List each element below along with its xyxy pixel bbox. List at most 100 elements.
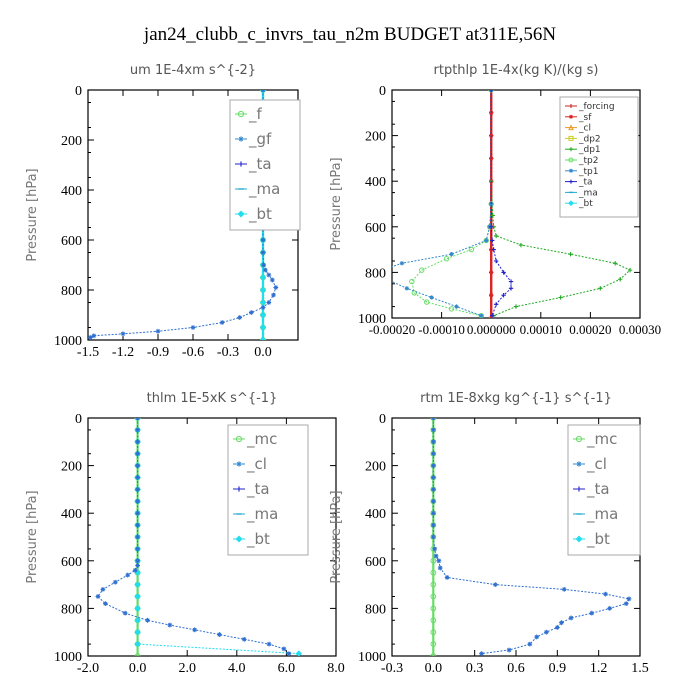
data-point	[261, 262, 266, 268]
legend-box	[559, 96, 639, 218]
plot-frame	[391, 89, 641, 319]
data-point	[259, 324, 267, 331]
x-tick-label: -0.00020	[369, 322, 416, 337]
data-point	[399, 261, 405, 266]
data-point	[449, 251, 454, 257]
x-tick-label: 0.3	[466, 661, 484, 676]
x-tick-label: 1.5	[631, 661, 649, 676]
chart-panel-1: um 1E-4xm s^{-2} Pressure [hPa] 0 200 400 600…	[25, 63, 301, 360]
figure-title: jan24_clubb_c_invrs_tau_n2m BUDGET at311…	[143, 24, 556, 45]
legend-marker	[235, 435, 243, 443]
data-point	[607, 606, 613, 611]
data-point	[430, 617, 437, 624]
x-tick-label: -0.3	[381, 661, 403, 676]
data-point	[468, 246, 475, 253]
data-point	[430, 653, 437, 656]
legend-marker	[238, 161, 244, 167]
data-point	[443, 256, 450, 262]
data-point	[135, 427, 140, 433]
data-point	[134, 640, 141, 648]
legend-entry: _gf	[248, 130, 272, 149]
legend-entry: _ta	[248, 155, 272, 174]
legend-entry: _bt	[586, 530, 610, 549]
y-tick-label: 400	[61, 507, 82, 522]
data-point	[589, 610, 595, 616]
legend-marker	[576, 461, 582, 467]
data-point	[534, 634, 540, 640]
data-point	[454, 304, 459, 309]
data-point	[259, 274, 267, 281]
data-point	[626, 596, 632, 602]
legend-marker	[568, 157, 574, 163]
legend-marker	[575, 435, 583, 443]
data-point	[241, 636, 247, 642]
data-point	[120, 331, 126, 337]
legend-entry: _dp2	[578, 134, 601, 144]
data-point	[561, 586, 567, 592]
data-point	[135, 439, 140, 445]
data-point	[260, 237, 266, 243]
y-tick-label: 400	[365, 175, 386, 190]
data-point	[259, 336, 267, 340]
data-point	[432, 546, 438, 552]
legend-entry: _bt	[246, 530, 270, 549]
panel-title: rtm 1E-8xkg kg^{-1} s^{-1}	[420, 391, 612, 406]
data-point	[479, 313, 484, 318]
series-line-tp1	[392, 90, 492, 317]
data-point	[135, 510, 140, 516]
legend-entry: _dp1	[578, 145, 601, 155]
data-point	[493, 302, 499, 307]
data-point	[430, 475, 436, 480]
legend-entry: _ta	[246, 480, 270, 499]
data-point	[266, 641, 272, 647]
legend-marker	[238, 136, 244, 142]
x-tick-label: 0.00030	[619, 322, 661, 337]
data-point	[248, 310, 254, 315]
data-point	[430, 569, 437, 576]
legend-marker	[568, 124, 574, 131]
data-point	[260, 305, 266, 310]
data-point	[135, 546, 140, 552]
data-point	[430, 641, 437, 647]
legend-entry: _ma	[246, 505, 278, 524]
data-point	[237, 315, 243, 320]
data-point	[490, 213, 495, 218]
data-point	[409, 278, 415, 285]
data-point	[430, 593, 437, 600]
series-line-ta	[490, 90, 512, 316]
y-tick-label: 0	[379, 84, 386, 99]
y-tick-label: 600	[61, 555, 82, 570]
x-tick-label: 2.0	[178, 661, 196, 676]
data-point	[558, 295, 563, 300]
data-point	[100, 586, 106, 592]
y-tick-label: 200	[61, 460, 82, 475]
legend-marker	[235, 535, 243, 543]
x-tick-label: 0.00010	[520, 322, 562, 337]
y-tick-label: 400	[61, 184, 82, 199]
x-tick-label: 6.0	[278, 661, 296, 676]
y-tick-label: 200	[365, 460, 386, 475]
data-point	[489, 224, 494, 229]
x-tick-label: 4.0	[228, 661, 246, 676]
data-point	[430, 439, 436, 445]
x-tick-label: 0.000000	[467, 322, 516, 337]
data-point	[135, 418, 140, 421]
data-point	[219, 320, 225, 325]
y-tick-label: 600	[61, 234, 82, 249]
series-group	[95, 418, 303, 656]
data-point	[134, 628, 141, 636]
data-point	[513, 304, 519, 309]
data-point	[135, 487, 140, 492]
x-tick-label: 0.0	[129, 661, 147, 676]
data-point	[155, 328, 161, 334]
data-point	[135, 563, 140, 568]
data-point	[419, 267, 425, 273]
data-point	[492, 582, 498, 587]
legend-entry: _bt	[248, 205, 272, 224]
data-point	[430, 557, 437, 564]
data-point	[260, 250, 266, 255]
data-point	[145, 617, 150, 623]
x-tick-label: -1.5	[77, 345, 99, 360]
x-tick-label: -1.2	[112, 345, 134, 360]
